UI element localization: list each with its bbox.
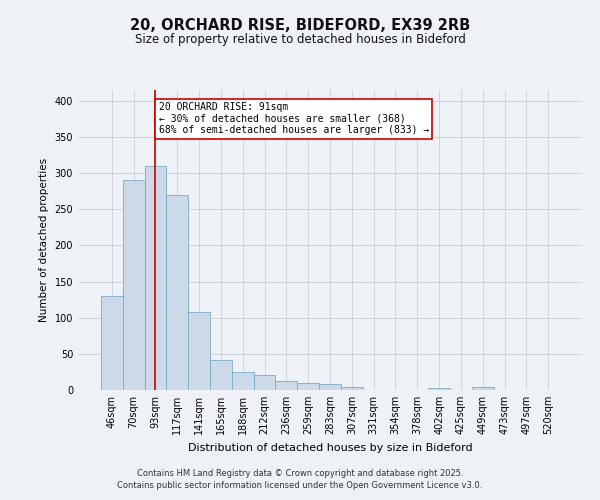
Bar xyxy=(145,166,166,390)
Bar xyxy=(297,383,319,390)
Text: Size of property relative to detached houses in Bideford: Size of property relative to detached ho… xyxy=(134,32,466,46)
Bar xyxy=(428,388,450,390)
Bar xyxy=(101,296,123,390)
Bar xyxy=(210,360,232,390)
X-axis label: Distribution of detached houses by size in Bideford: Distribution of detached houses by size … xyxy=(188,442,472,452)
Bar xyxy=(166,195,188,390)
Text: 20, ORCHARD RISE, BIDEFORD, EX39 2RB: 20, ORCHARD RISE, BIDEFORD, EX39 2RB xyxy=(130,18,470,32)
Bar xyxy=(188,312,210,390)
Bar xyxy=(275,382,297,390)
Bar xyxy=(123,180,145,390)
Bar xyxy=(232,372,254,390)
Text: Contains HM Land Registry data © Crown copyright and database right 2025.: Contains HM Land Registry data © Crown c… xyxy=(137,468,463,477)
Bar xyxy=(472,387,494,390)
Text: Contains public sector information licensed under the Open Government Licence v3: Contains public sector information licen… xyxy=(118,481,482,490)
Bar xyxy=(341,387,363,390)
Text: 20 ORCHARD RISE: 91sqm
← 30% of detached houses are smaller (368)
68% of semi-de: 20 ORCHARD RISE: 91sqm ← 30% of detached… xyxy=(159,102,429,136)
Bar xyxy=(319,384,341,390)
Bar xyxy=(254,375,275,390)
Y-axis label: Number of detached properties: Number of detached properties xyxy=(39,158,49,322)
